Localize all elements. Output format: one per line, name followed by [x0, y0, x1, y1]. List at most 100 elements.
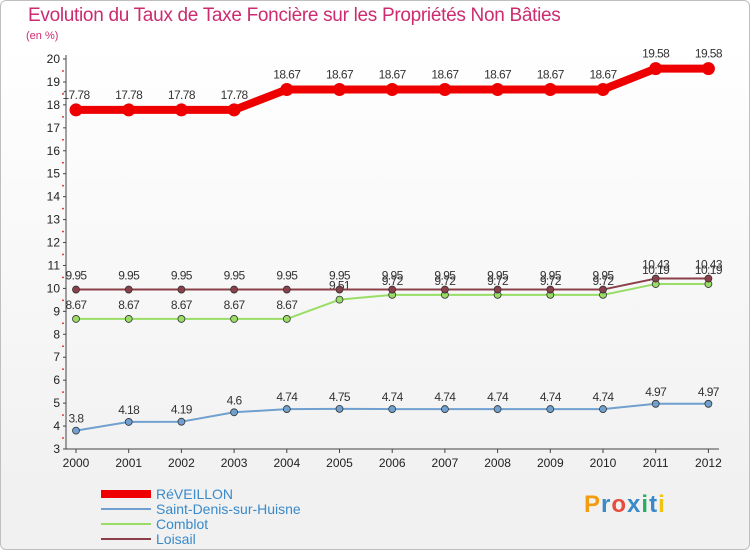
- data-point-loisail-2000: [72, 285, 80, 294]
- y-tick-label-7: 7: [53, 350, 60, 364]
- legend: RéVEILLON Saint-Denis-sur-Huisne Comblot Lo…: [101, 485, 301, 547]
- y-tick-label-3: 3: [53, 442, 60, 456]
- data-label-loisail-2007: 9.95: [434, 269, 456, 283]
- data-label-loisail-2006: 9.95: [382, 269, 404, 283]
- y-tick-label-9: 9: [53, 304, 60, 318]
- data-label-saint-denis-sur-huisne-2007: 4.74: [434, 390, 456, 404]
- logo-letter: o: [611, 491, 628, 518]
- x-tick-label-2005: 2005: [326, 456, 353, 470]
- data-label-saint-denis-sur-huisne-2003: 4.6: [227, 393, 243, 407]
- data-point-saint-denis-sur-huisne-2007: [440, 405, 449, 413]
- x-tick-label-2007: 2007: [432, 456, 459, 470]
- x-tick-label-2012: 2012: [695, 456, 722, 470]
- y-tick-label-11: 11: [48, 258, 61, 272]
- data-point-reveillon-2009: [543, 83, 557, 97]
- data-label-reveillon-2008: 18.67: [484, 68, 512, 82]
- data-point-saint-denis-sur-huisne-2002: [177, 417, 186, 426]
- data-label-loisail-2012: 10.43: [695, 258, 723, 272]
- data-label-comblot-2008: 9.72: [487, 274, 509, 288]
- data-label-reveillon-2000: 17.78: [62, 88, 90, 102]
- data-label-comblot-2003: 8.67: [224, 298, 246, 312]
- logo-letter: i: [641, 491, 650, 518]
- y-tick-label-20: 20: [47, 52, 61, 66]
- data-point-loisail-2012: [704, 274, 713, 283]
- data-label-saint-denis-sur-huisne-2011: 4.97: [645, 385, 667, 399]
- data-point-loisail-2009: [546, 285, 555, 294]
- data-label-comblot-2006: 9.72: [382, 274, 404, 288]
- legend-swatch-loisail: [101, 537, 151, 540]
- data-label-reveillon-2003: 17.78: [221, 88, 249, 102]
- data-label-saint-denis-sur-huisne-2000: 3.8: [69, 412, 85, 426]
- data-label-saint-denis-sur-huisne-2006: 4.74: [382, 390, 404, 404]
- data-point-loisail-2008: [493, 285, 502, 294]
- data-label-comblot-2001: 8.67: [118, 298, 140, 312]
- legend-item-reveillon: RéVEILLON: [101, 485, 301, 502]
- data-point-reveillon-2001: [122, 103, 136, 117]
- legend-label-saint-denis-sur-huisne: Saint-Denis-sur-Huisne: [156, 500, 301, 517]
- data-point-comblot-2002: [177, 315, 186, 323]
- data-point-reveillon-2012: [701, 62, 715, 76]
- data-label-loisail-2008: 9.95: [487, 269, 509, 283]
- data-label-saint-denis-sur-huisne-2009: 4.74: [540, 390, 562, 404]
- x-tick-label-2003: 2003: [221, 456, 248, 470]
- data-label-comblot-2010: 9.72: [593, 274, 615, 288]
- x-tick-label-2006: 2006: [379, 456, 406, 470]
- chart-title: Evolution du Taux de Taxe Foncière sur l…: [28, 5, 561, 26]
- x-tick-label-2000: 2000: [63, 456, 90, 470]
- data-label-comblot-2004: 8.67: [276, 298, 298, 312]
- legend-swatch-comblot: [101, 522, 151, 525]
- y-tick-label-14: 14: [47, 190, 61, 204]
- data-point-comblot-2003: [230, 315, 239, 323]
- x-tick-label-2008: 2008: [484, 456, 511, 470]
- data-point-saint-denis-sur-huisne-2009: [546, 405, 555, 413]
- data-point-reveillon-2006: [385, 83, 399, 97]
- y-tick-label-17: 17: [47, 121, 61, 135]
- data-label-comblot-2002: 8.67: [171, 298, 193, 312]
- data-label-saint-denis-sur-huisne-2004: 4.74: [276, 390, 298, 404]
- legend-label-reveillon: RéVEILLON: [156, 485, 234, 502]
- data-point-reveillon-2010: [596, 83, 610, 97]
- data-label-comblot-2000: 8.67: [66, 298, 88, 312]
- logo-letter: r: [601, 491, 612, 518]
- data-label-saint-denis-sur-huisne-2012: 4.97: [698, 385, 720, 399]
- y-tick-label-15: 15: [47, 167, 61, 181]
- data-point-loisail-2001: [124, 285, 133, 294]
- y-tick-label-5: 5: [53, 396, 60, 410]
- data-label-reveillon-2001: 17.78: [115, 88, 143, 102]
- legend-item-comblot: Comblot: [101, 516, 301, 532]
- data-point-saint-denis-sur-huisne-2004: [282, 405, 291, 413]
- legend-item-saint-denis-sur-huisne: Saint-Denis-sur-Huisne: [101, 500, 301, 517]
- data-point-reveillon-2005: [333, 83, 346, 97]
- data-point-loisail-2005: [335, 285, 344, 294]
- data-point-reveillon-2003: [227, 103, 241, 117]
- data-point-saint-denis-sur-huisne-2005: [335, 404, 344, 413]
- y-tick-label-19: 19: [47, 75, 61, 89]
- data-label-reveillon-2012: 19.58: [695, 47, 723, 61]
- data-point-reveillon-2011: [649, 62, 663, 76]
- y-tick-label-18: 18: [47, 98, 61, 112]
- logo-letter: P: [584, 491, 602, 518]
- data-point-loisail-2003: [230, 285, 239, 294]
- data-point-comblot-2001: [124, 315, 133, 323]
- data-point-comblot-2000: [72, 315, 80, 323]
- data-label-loisail-2009: 9.95: [540, 269, 562, 283]
- x-tick-label-2002: 2002: [168, 456, 195, 470]
- data-point-saint-denis-sur-huisne-2010: [599, 405, 607, 413]
- data-label-saint-denis-sur-huisne-2010: 4.74: [593, 390, 615, 404]
- logo-letter: x: [627, 491, 642, 518]
- data-point-saint-denis-sur-huisne-2001: [124, 418, 133, 426]
- x-tick-label-2004: 2004: [273, 456, 300, 470]
- data-label-reveillon-2010: 18.67: [589, 68, 617, 82]
- data-point-loisail-2004: [282, 285, 291, 294]
- data-point-saint-denis-sur-huisne-2003: [230, 408, 239, 417]
- logo-letter: i: [658, 491, 666, 518]
- data-point-saint-denis-sur-huisne-2006: [388, 405, 397, 413]
- data-label-reveillon-2006: 18.67: [379, 68, 407, 82]
- data-label-reveillon-2004: 18.67: [273, 68, 301, 82]
- data-label-saint-denis-sur-huisne-2001: 4.18: [118, 403, 140, 417]
- proxiti-logo: Proxiti: [584, 491, 666, 519]
- data-label-comblot-2007: 9.72: [434, 274, 456, 288]
- x-tick-label-2010: 2010: [590, 456, 617, 470]
